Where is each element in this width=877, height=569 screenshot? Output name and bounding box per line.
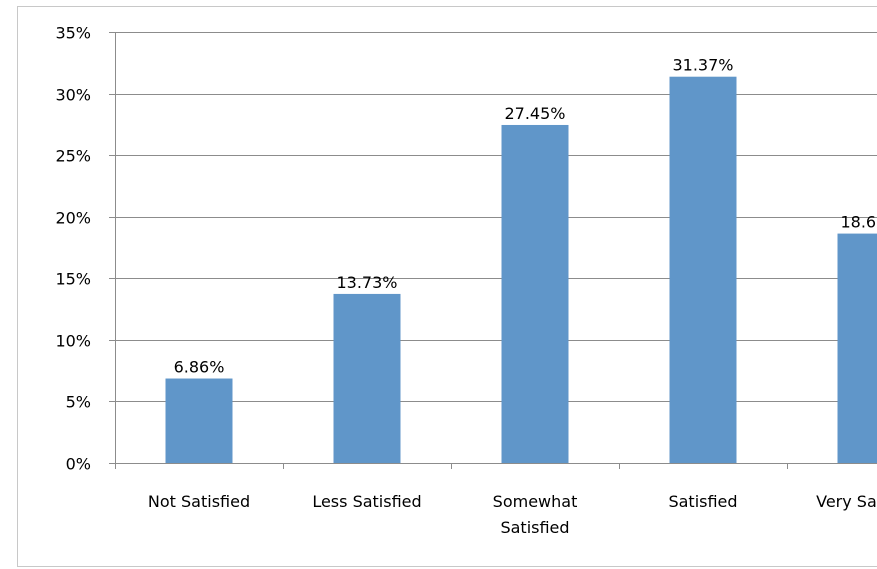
data-label: 6.86%: [174, 358, 225, 377]
y-tick-label: 15%: [55, 270, 91, 289]
x-tick-label: Somewhat Satisfied: [493, 492, 578, 537]
bar: [333, 293, 401, 463]
data-label: 27.45%: [504, 104, 565, 123]
x-tick-label: Less Satisfied: [312, 492, 421, 511]
data-label: 13.73%: [336, 273, 397, 292]
data-label: 31.37%: [672, 56, 733, 75]
y-tick-label: 35%: [55, 24, 91, 43]
chart-frame: [17, 6, 877, 567]
y-tick-label: 0%: [66, 455, 91, 474]
x-tick-label: Not Satisfied: [148, 492, 250, 511]
labels: 0% 5% 10% 15% 20% 25% 30% 35% 6.86% Not Satisfied…: [55, 24, 877, 538]
x-tick-label: Satisfied: [668, 492, 737, 511]
bars: [165, 76, 877, 464]
data-label: 18.63%: [840, 213, 877, 232]
y-tick-label: 20%: [55, 209, 91, 228]
y-tick-label: 30%: [55, 86, 91, 105]
bar: [669, 76, 737, 463]
y-tick-label: 25%: [55, 147, 91, 166]
y-tick-label: 5%: [66, 393, 91, 412]
bar: [165, 378, 233, 463]
y-tick-label: 10%: [55, 332, 91, 351]
axes: [109, 32, 877, 469]
bar: [837, 233, 877, 463]
bar: [501, 124, 569, 464]
x-tick-label: Very Satisfied: [816, 492, 877, 511]
